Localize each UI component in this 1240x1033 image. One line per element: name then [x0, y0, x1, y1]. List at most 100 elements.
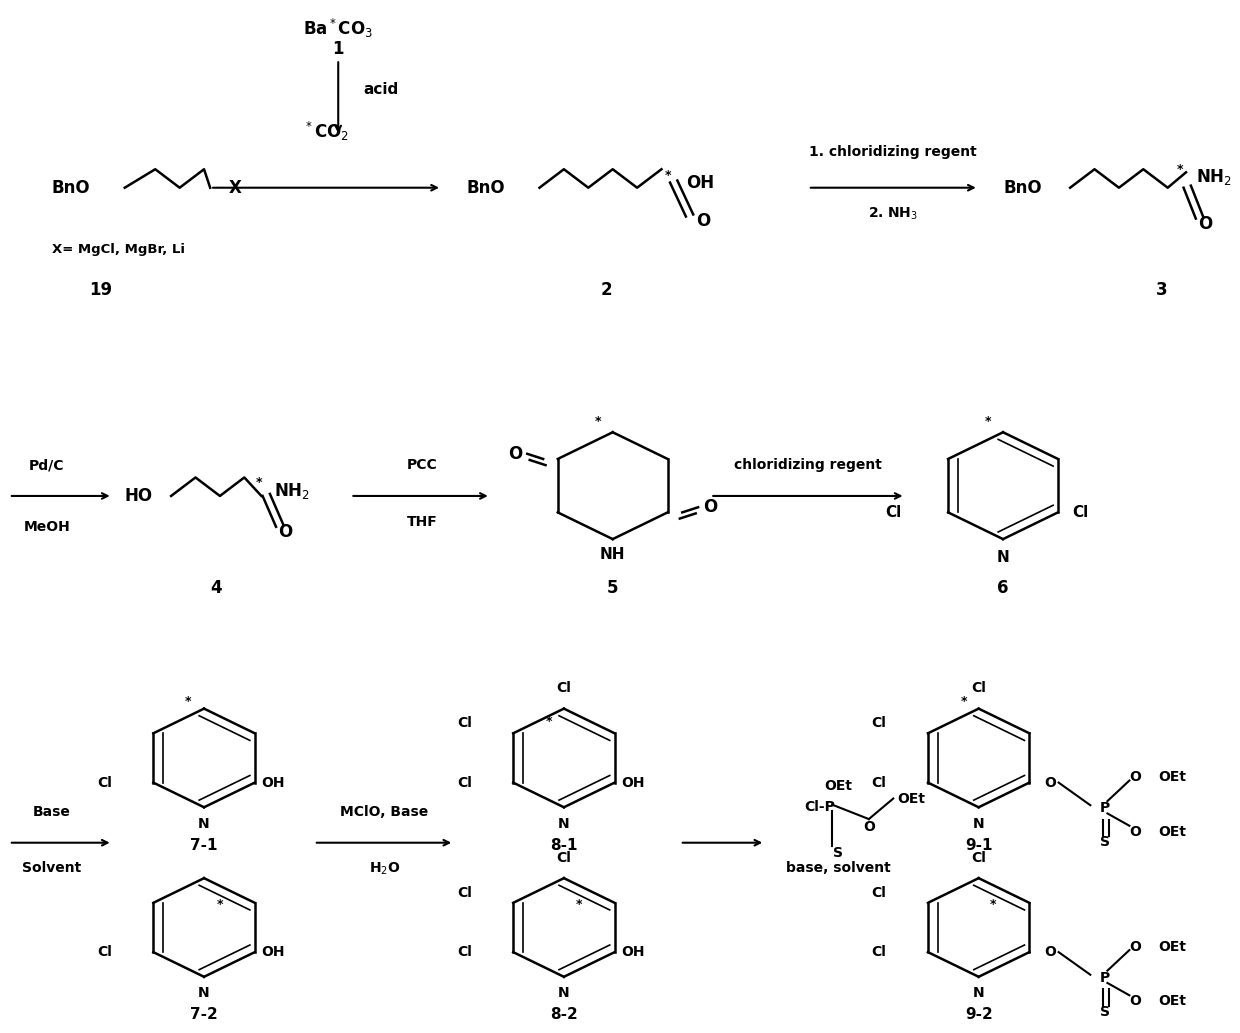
Text: *: * [961, 695, 967, 708]
Text: O: O [1130, 940, 1141, 954]
Text: O: O [1130, 771, 1141, 784]
Text: Solvent: Solvent [22, 862, 81, 875]
Text: BnO: BnO [52, 179, 91, 196]
Text: OEt: OEt [1158, 995, 1187, 1008]
Text: Cl: Cl [971, 850, 986, 865]
Text: Cl: Cl [458, 716, 472, 730]
Text: Cl: Cl [872, 776, 887, 789]
Text: PCC: PCC [407, 458, 438, 472]
Text: 9-2: 9-2 [965, 1007, 992, 1023]
Text: Base: Base [32, 805, 71, 819]
Text: N: N [997, 551, 1009, 565]
Text: O: O [696, 212, 709, 229]
Text: Cl: Cl [458, 945, 472, 959]
Text: OH: OH [686, 174, 714, 191]
Text: Cl: Cl [557, 681, 572, 695]
Text: BnO: BnO [466, 179, 505, 196]
Text: Cl: Cl [885, 505, 901, 520]
Text: acid: acid [363, 82, 398, 96]
Text: 2: 2 [601, 281, 613, 300]
Text: Cl: Cl [1071, 505, 1087, 520]
Text: N: N [198, 987, 210, 1000]
Text: Cl: Cl [872, 945, 887, 959]
Text: base, solvent: base, solvent [786, 862, 890, 875]
Text: OH: OH [621, 945, 645, 959]
Text: H$_2$O: H$_2$O [368, 860, 401, 877]
Text: O: O [1130, 825, 1141, 839]
Text: S: S [833, 846, 843, 860]
Text: *: * [665, 168, 671, 182]
Text: 6: 6 [997, 580, 1009, 597]
Text: 8-2: 8-2 [551, 1007, 578, 1023]
Text: 8-1: 8-1 [551, 838, 578, 853]
Text: 9-1: 9-1 [965, 838, 992, 853]
Text: O: O [863, 820, 874, 835]
Text: BnO: BnO [1003, 179, 1042, 196]
Text: O: O [703, 498, 718, 516]
Text: P: P [1100, 971, 1110, 984]
Text: *: * [595, 415, 601, 429]
Text: Cl: Cl [557, 850, 572, 865]
Text: HO: HO [125, 487, 153, 505]
Text: *: * [990, 899, 997, 911]
Text: 2. NH$_3$: 2. NH$_3$ [868, 206, 919, 222]
Text: *: * [255, 476, 262, 489]
Text: Cl: Cl [971, 681, 986, 695]
Text: NH: NH [600, 547, 625, 562]
Text: Ba$^*$CO$_3$: Ba$^*$CO$_3$ [304, 17, 373, 40]
Text: 4: 4 [211, 580, 222, 597]
Text: NH$_2$: NH$_2$ [1195, 167, 1231, 187]
Text: OEt: OEt [1158, 825, 1187, 839]
Text: 1. chloridizing regent: 1. chloridizing regent [810, 145, 977, 159]
Text: O: O [1198, 215, 1213, 232]
Text: X: X [228, 179, 242, 196]
Text: 7-1: 7-1 [190, 838, 218, 853]
Text: Cl: Cl [97, 776, 112, 789]
Text: OH: OH [621, 776, 645, 789]
Text: NH$_2$: NH$_2$ [274, 480, 309, 501]
Text: 5: 5 [606, 580, 619, 597]
Text: Pd/C: Pd/C [29, 458, 64, 472]
Text: Cl: Cl [458, 776, 472, 789]
Text: MClO, Base: MClO, Base [341, 805, 429, 819]
Text: S: S [1100, 836, 1110, 849]
Text: THF: THF [407, 514, 438, 529]
Text: MeOH: MeOH [24, 520, 71, 534]
Text: OEt: OEt [825, 779, 852, 793]
Text: *: * [985, 415, 992, 429]
Text: N: N [198, 817, 210, 831]
Text: Cl: Cl [458, 885, 472, 900]
Text: S: S [1100, 1005, 1110, 1019]
Text: *: * [1177, 163, 1183, 176]
Text: O: O [508, 445, 522, 463]
Text: N: N [558, 987, 569, 1000]
Text: Cl: Cl [872, 885, 887, 900]
Text: P: P [1100, 802, 1110, 815]
Text: chloridizing regent: chloridizing regent [734, 458, 882, 472]
Text: OEt: OEt [898, 791, 925, 806]
Text: N: N [973, 987, 985, 1000]
Text: *: * [185, 695, 191, 708]
Text: 19: 19 [89, 281, 112, 300]
Text: O: O [1044, 776, 1056, 789]
Text: *: * [546, 716, 553, 728]
Text: *: * [575, 899, 582, 911]
Text: O: O [1044, 945, 1056, 959]
Text: O: O [1130, 995, 1141, 1008]
Text: Cl: Cl [97, 945, 112, 959]
Text: OH: OH [262, 776, 285, 789]
Text: 7-2: 7-2 [190, 1007, 218, 1023]
Text: N: N [973, 817, 985, 831]
Text: N: N [558, 817, 569, 831]
Text: *: * [217, 899, 223, 911]
Text: $^*$CO$_2$: $^*$CO$_2$ [303, 120, 348, 143]
Text: O: O [279, 523, 293, 541]
Text: 3: 3 [1156, 281, 1167, 300]
Text: X= MgCl, MgBr, Li: X= MgCl, MgBr, Li [52, 243, 185, 256]
Text: OEt: OEt [1158, 771, 1187, 784]
Text: Cl: Cl [872, 716, 887, 730]
Text: 1: 1 [332, 40, 343, 58]
Text: Cl-P: Cl-P [805, 800, 836, 814]
Text: OH: OH [262, 945, 285, 959]
Text: OEt: OEt [1158, 940, 1187, 954]
